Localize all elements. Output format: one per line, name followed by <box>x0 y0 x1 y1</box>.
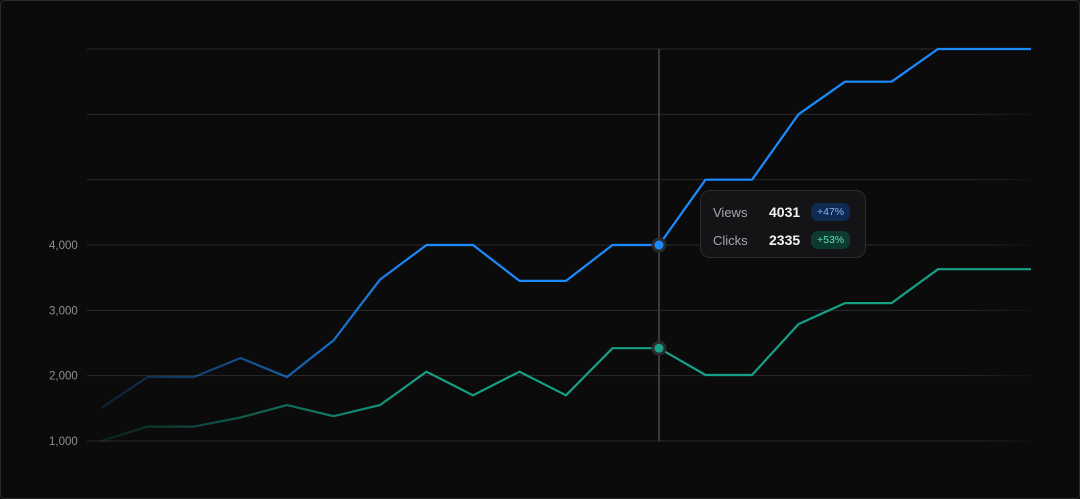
tooltip-label: Views <box>713 204 748 220</box>
y-tick-label: 3,000 <box>49 305 78 317</box>
change-badge: +53% <box>811 231 851 249</box>
tooltip-row-views: Views 4031 +47% <box>713 202 853 222</box>
y-tick-label: 1,000 <box>49 436 78 448</box>
change-badge: +47% <box>811 203 851 221</box>
y-tick-label: 4,000 <box>49 240 78 252</box>
y-axis-ticks: 1,000 2,000 3,000 4,000 <box>49 240 78 448</box>
hover-points <box>651 237 667 356</box>
tooltip-value: 2335 <box>769 232 801 248</box>
y-tick-label: 2,000 <box>49 371 78 383</box>
hover-point-clicks <box>654 343 664 353</box>
tooltip-row-clicks: Clicks 2335 +53% <box>713 230 853 250</box>
tooltip-label: Clicks <box>713 232 748 248</box>
hover-point-views <box>654 240 664 250</box>
gridlines <box>87 48 1031 442</box>
hover-tooltip: Views 4031 +47% Clicks 2335 +53% <box>700 190 866 258</box>
series-line-views <box>100 47 1031 410</box>
series-line-clicks <box>100 268 1031 443</box>
tooltip-value: 4031 <box>769 204 801 220</box>
series-lines <box>100 47 1031 443</box>
